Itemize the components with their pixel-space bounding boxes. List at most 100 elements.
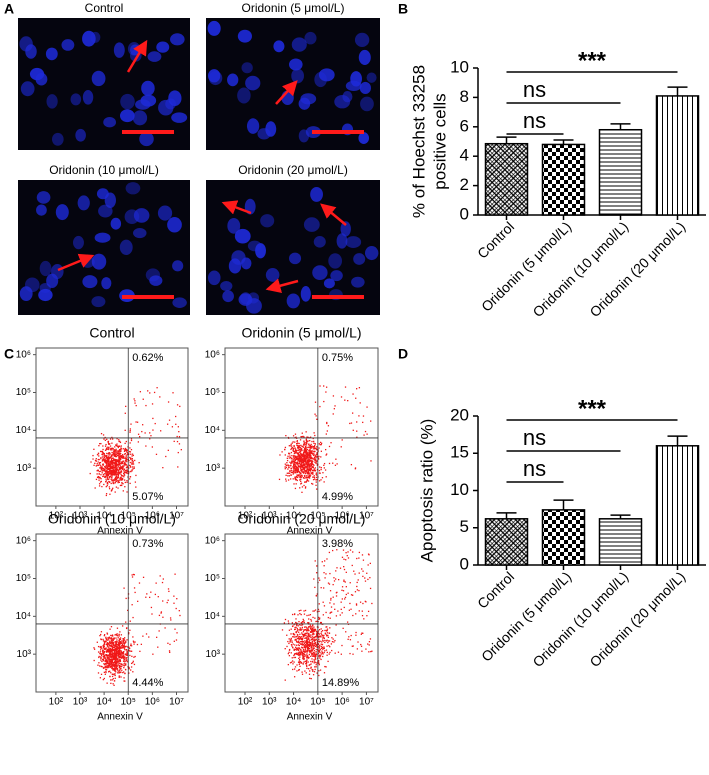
event-dot bbox=[364, 577, 366, 579]
event-dot bbox=[307, 644, 309, 646]
event-dot bbox=[120, 665, 122, 667]
event-dot bbox=[94, 462, 96, 464]
event-dot bbox=[309, 643, 312, 645]
event-dot bbox=[113, 641, 115, 644]
event-dot bbox=[314, 609, 317, 611]
event-dot bbox=[122, 671, 124, 674]
event-dot bbox=[108, 474, 110, 476]
cell-nucleus bbox=[149, 275, 163, 286]
event-dot bbox=[111, 449, 113, 451]
event-dot bbox=[315, 644, 318, 646]
event-dot bbox=[98, 470, 100, 473]
event-dot bbox=[109, 465, 111, 468]
event-dot bbox=[118, 676, 120, 679]
event-dot bbox=[347, 638, 349, 640]
event-dot bbox=[110, 490, 113, 492]
event-dot bbox=[309, 651, 311, 654]
event-dot bbox=[367, 578, 369, 581]
event-dot bbox=[281, 629, 284, 631]
event-dot bbox=[356, 388, 358, 390]
event-dot bbox=[102, 653, 105, 655]
event-dot bbox=[110, 645, 113, 648]
event-dot bbox=[358, 551, 361, 554]
event-dot bbox=[306, 442, 308, 444]
event-dot bbox=[308, 614, 310, 616]
event-dot bbox=[102, 470, 104, 472]
event-dot bbox=[107, 478, 109, 481]
event-dot bbox=[320, 442, 323, 444]
event-dot bbox=[333, 408, 335, 410]
event-dot bbox=[329, 602, 331, 604]
event-dot bbox=[160, 430, 162, 432]
x-tick-label: 10³ bbox=[73, 511, 88, 522]
event-dot bbox=[303, 658, 305, 660]
event-dot bbox=[301, 622, 303, 624]
cell-nucleus bbox=[25, 44, 37, 59]
event-dot bbox=[315, 664, 317, 666]
x-axis-label: Annexin V bbox=[287, 526, 333, 537]
event-dot bbox=[291, 657, 293, 659]
event-dot bbox=[105, 647, 107, 649]
y-tick-label: 4 bbox=[460, 146, 469, 165]
event-dot bbox=[297, 442, 299, 444]
event-dot bbox=[304, 475, 306, 477]
event-dot bbox=[115, 642, 117, 644]
event-dot bbox=[115, 655, 117, 657]
bar bbox=[541, 509, 586, 566]
event-dot bbox=[332, 583, 334, 586]
event-dot bbox=[100, 457, 102, 459]
event-dot bbox=[107, 665, 110, 667]
event-dot bbox=[108, 470, 110, 473]
event-dot bbox=[323, 481, 325, 483]
event-dot bbox=[305, 627, 308, 629]
event-dot bbox=[361, 610, 363, 612]
cell-nucleus bbox=[91, 296, 106, 308]
x-tick-label: 10³ bbox=[262, 511, 277, 522]
event-dot bbox=[150, 435, 152, 437]
event-dot bbox=[162, 600, 164, 602]
event-dot bbox=[105, 650, 108, 652]
event-dot bbox=[123, 658, 125, 660]
event-dot bbox=[302, 459, 304, 462]
event-dot bbox=[123, 470, 125, 472]
event-dot bbox=[310, 461, 313, 463]
panel-label: C bbox=[4, 346, 14, 362]
event-dot bbox=[145, 633, 148, 635]
event-dot bbox=[129, 482, 131, 485]
event-dot bbox=[315, 648, 317, 651]
event-dot bbox=[109, 453, 111, 455]
event-dot bbox=[117, 670, 119, 672]
event-dot bbox=[122, 654, 124, 656]
event-dot bbox=[113, 667, 115, 669]
event-dot bbox=[306, 465, 308, 467]
event-dot bbox=[326, 639, 328, 641]
cell-nucleus bbox=[19, 286, 33, 302]
event-dot bbox=[111, 662, 113, 665]
event-dot bbox=[139, 435, 141, 438]
event-dot bbox=[291, 457, 293, 460]
event-dot bbox=[318, 603, 320, 605]
event-dot bbox=[114, 478, 116, 480]
quadrant-percent: 14.89% bbox=[322, 677, 360, 689]
event-dot bbox=[102, 678, 105, 681]
event-dot bbox=[117, 669, 119, 671]
event-dot bbox=[305, 629, 307, 631]
event-dot bbox=[302, 631, 305, 633]
event-dot bbox=[344, 581, 346, 583]
event-dot bbox=[125, 597, 127, 600]
event-dot bbox=[121, 457, 123, 459]
event-dot bbox=[303, 634, 305, 636]
event-dot bbox=[115, 648, 117, 650]
event-dot bbox=[300, 465, 302, 467]
event-dot bbox=[115, 450, 117, 452]
event-dot bbox=[288, 655, 291, 657]
event-dot bbox=[114, 465, 116, 467]
event-dot bbox=[299, 479, 301, 481]
event-dot bbox=[126, 470, 128, 473]
event-dot bbox=[340, 601, 342, 603]
event-dot bbox=[299, 449, 301, 451]
event-dot bbox=[315, 658, 317, 660]
event-dot bbox=[114, 677, 116, 679]
cell-nucleus bbox=[172, 260, 184, 272]
event-dot bbox=[101, 453, 104, 456]
